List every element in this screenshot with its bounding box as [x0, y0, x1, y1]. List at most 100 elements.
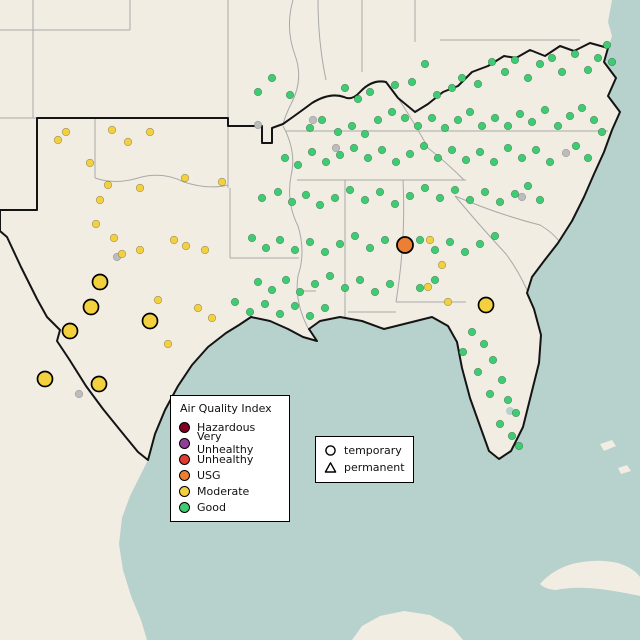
station-good: [350, 231, 360, 241]
legend-item-label: Unhealthy: [197, 452, 254, 466]
station-moderate: [135, 183, 145, 193]
legend-item-very-unhealthy: Very Unhealthy: [179, 430, 281, 456]
legend-item-label: USG: [197, 468, 221, 482]
station-good: [353, 94, 363, 104]
station-moderate: [91, 219, 101, 229]
station-good: [415, 283, 425, 293]
permanent-triangle-icon: [324, 461, 337, 474]
station-good: [523, 181, 533, 191]
station-missing: [308, 115, 318, 125]
station-good: [523, 73, 533, 83]
station-moderate: [200, 245, 210, 255]
station-good: [253, 277, 263, 287]
station-good: [430, 245, 440, 255]
station-moderate: [437, 260, 447, 270]
station-good: [570, 49, 580, 59]
station-good: [275, 235, 285, 245]
aqi-legend: Air Quality Index Hazardous Very Unhealt…: [170, 395, 290, 522]
station-good: [467, 327, 477, 337]
station-good: [440, 123, 450, 133]
station-good: [360, 129, 370, 139]
legend-item-temporary: temporary: [324, 442, 405, 459]
station-moderate: [53, 135, 63, 145]
station-good: [430, 275, 440, 285]
station-good: [305, 123, 315, 133]
station-good: [345, 185, 355, 195]
yucatan-landmass: [352, 611, 463, 640]
station-good: [510, 189, 520, 199]
station-good: [545, 157, 555, 167]
legend-item-label: Good: [197, 500, 226, 514]
station-temporary-moderate: [141, 312, 159, 330]
station-moderate: [163, 339, 173, 349]
legend-item-permanent: permanent: [324, 459, 405, 476]
station-good: [460, 247, 470, 257]
station-good: [360, 195, 370, 205]
station-temporary-moderate: [61, 322, 79, 340]
station-good: [473, 367, 483, 377]
station-temporary-moderate: [90, 375, 108, 393]
hazardous-swatch: [179, 421, 190, 433]
station-good: [540, 105, 550, 115]
usg-swatch: [179, 469, 190, 481]
station-good: [375, 187, 385, 197]
station-temporary-moderate: [91, 273, 109, 291]
station-good: [535, 195, 545, 205]
station-good: [511, 408, 521, 418]
station-good: [527, 117, 537, 127]
station-good: [531, 145, 541, 155]
station-good: [420, 59, 430, 69]
station-good: [320, 303, 330, 313]
station-missing: [253, 120, 263, 130]
very-unhealthy-swatch: [179, 437, 190, 449]
cuba-island: [540, 560, 640, 596]
station-good: [333, 127, 343, 137]
station-good: [387, 107, 397, 117]
station-good: [287, 197, 297, 207]
legend-item-good: Good: [179, 499, 281, 515]
station-good: [447, 83, 457, 93]
station-good: [465, 195, 475, 205]
station-good: [290, 301, 300, 311]
station-good: [479, 339, 489, 349]
good-swatch: [179, 501, 190, 513]
station-good: [517, 153, 527, 163]
station-good: [355, 275, 365, 285]
lake-okeechobee: [506, 407, 514, 415]
station-missing: [331, 143, 341, 153]
moderate-swatch: [179, 485, 190, 497]
station-good: [607, 57, 617, 67]
station-missing: [561, 148, 571, 158]
station-good: [317, 115, 327, 125]
aqi-legend-title: Air Quality Index: [180, 402, 272, 415]
station-good: [230, 297, 240, 307]
station-good: [503, 121, 513, 131]
station-good: [267, 73, 277, 83]
station-good: [475, 147, 485, 157]
station-good: [487, 57, 497, 67]
station-moderate: [207, 313, 217, 323]
station-good: [400, 113, 410, 123]
station-good: [589, 115, 599, 125]
region-outline: [0, 42, 621, 461]
station-moderate: [95, 195, 105, 205]
station-good: [305, 237, 315, 247]
station-good: [380, 235, 390, 245]
station-good: [477, 121, 487, 131]
station-good: [320, 247, 330, 257]
station-moderate: [107, 125, 117, 135]
station-good: [285, 90, 295, 100]
legend-item-label: Hazardous: [197, 420, 256, 434]
station-good: [435, 193, 445, 203]
station-moderate: [123, 137, 133, 147]
station-good: [405, 191, 415, 201]
station-good: [253, 87, 263, 97]
legend-item-label: permanent: [344, 461, 405, 474]
station-good: [340, 283, 350, 293]
station-moderate: [181, 241, 191, 251]
station-good: [267, 285, 277, 295]
station-good: [553, 121, 563, 131]
station-good: [295, 287, 305, 297]
station-good: [507, 431, 517, 441]
station-moderate: [193, 303, 203, 313]
